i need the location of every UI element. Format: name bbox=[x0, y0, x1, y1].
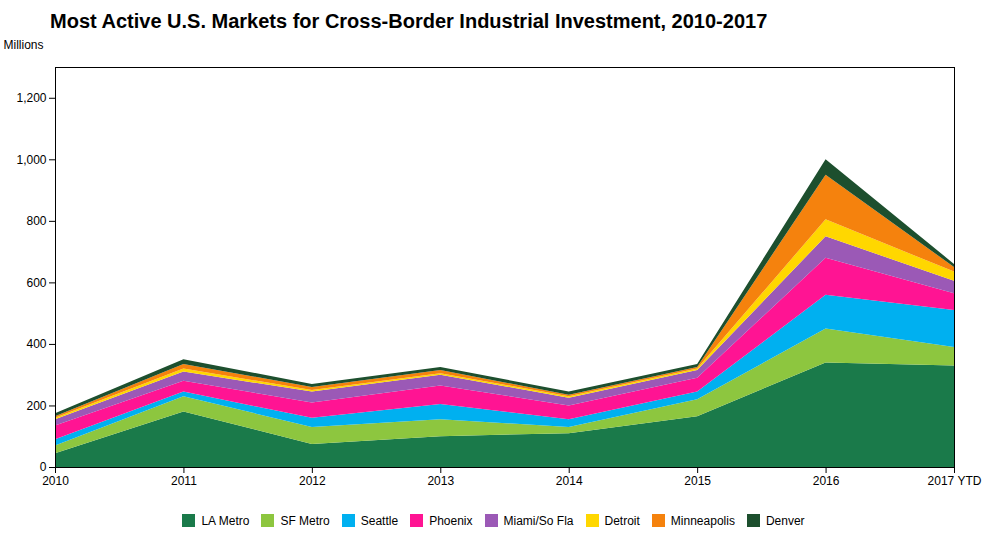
svg-text:1,200: 1,200 bbox=[16, 91, 46, 105]
svg-text:0: 0 bbox=[40, 460, 47, 474]
html-text:LA Metro: LA Metro bbox=[201, 513, 250, 528]
svg-text:800: 800 bbox=[26, 214, 46, 228]
svg-text:2010: 2010 bbox=[42, 474, 69, 488]
svg-text:2012: 2012 bbox=[299, 474, 326, 488]
html-text:Miami/So Fla: Miami/So Fla bbox=[503, 513, 574, 528]
svg-text:200: 200 bbox=[26, 399, 46, 413]
svg-text:2014: 2014 bbox=[556, 474, 583, 488]
svg-text:400: 400 bbox=[26, 337, 46, 351]
svg-text:2013: 2013 bbox=[427, 474, 454, 488]
html-text:Denver: Denver bbox=[765, 513, 805, 528]
svg-text:1,000: 1,000 bbox=[16, 153, 46, 167]
html-text:Minneapolis: Minneapolis bbox=[670, 513, 735, 528]
svg-text:2015: 2015 bbox=[684, 474, 711, 488]
svg-text:2017 YTD: 2017 YTD bbox=[928, 474, 982, 488]
html-text:SF Metro: SF Metro bbox=[280, 513, 330, 528]
html-text:Most Active U.S. Markets for C: Most Active U.S. Markets for Cross-Borde… bbox=[50, 10, 768, 32]
svg-text:600: 600 bbox=[26, 276, 46, 290]
svg-text:2011: 2011 bbox=[171, 474, 197, 488]
html-text:Seattle: Seattle bbox=[360, 513, 399, 528]
html-text:Detroit: Detroit bbox=[604, 513, 640, 528]
svg-text:Millions: Millions bbox=[4, 38, 44, 52]
html-text:Phoenix: Phoenix bbox=[429, 513, 473, 528]
svg-text:2016: 2016 bbox=[813, 474, 840, 488]
